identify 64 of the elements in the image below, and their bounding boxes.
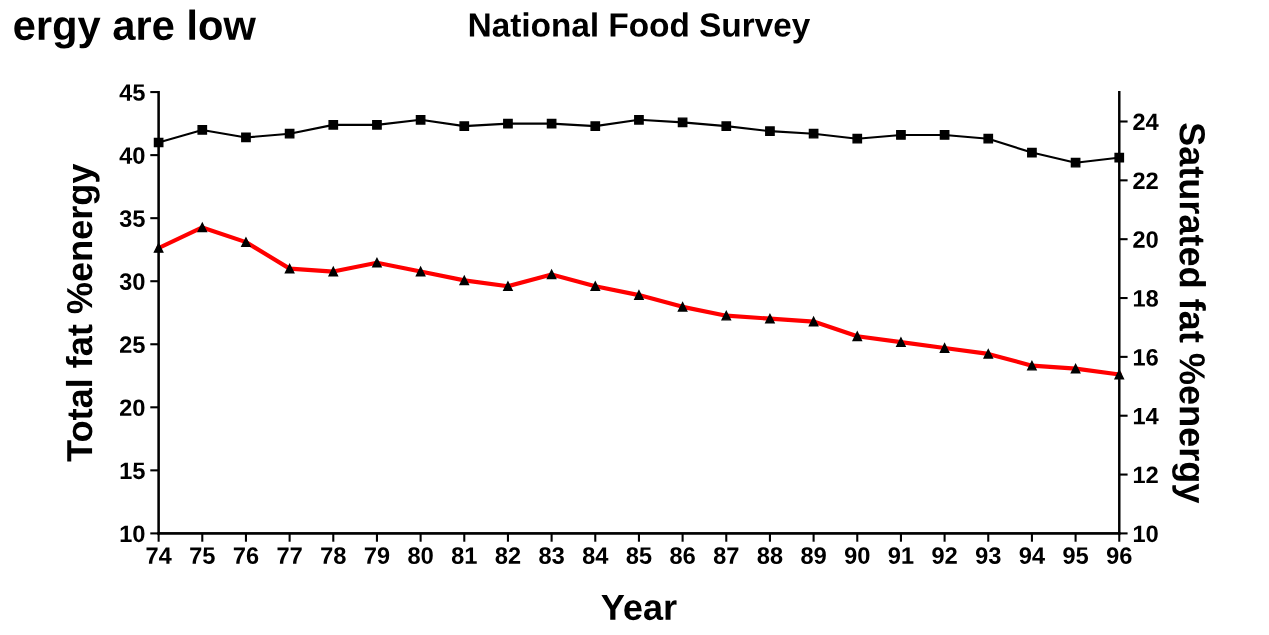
y2-axis-title: Saturated fat %energy xyxy=(1172,123,1206,504)
x-tick-label: 78 xyxy=(321,547,346,564)
point xyxy=(1070,157,1081,168)
point xyxy=(939,130,950,140)
y-axis-title: Total fat %energy xyxy=(65,163,100,462)
x-tick-label: 89 xyxy=(801,547,826,564)
point xyxy=(852,133,863,144)
x-axis-title: Year xyxy=(601,594,677,621)
y-tick-label: 10 xyxy=(120,525,145,543)
y2-tick-label: 14 xyxy=(1133,408,1159,425)
point xyxy=(197,125,208,135)
x-tick-label: 83 xyxy=(539,547,564,564)
x-tick-label: 92 xyxy=(932,547,957,564)
point xyxy=(765,126,775,137)
point xyxy=(241,132,251,143)
x-tick-label: 86 xyxy=(670,547,695,564)
y2-tick-label: 20 xyxy=(1133,231,1158,248)
y-tick-label: 20 xyxy=(119,399,145,417)
x-tick-label: 93 xyxy=(975,547,1001,564)
x-tick-label: 81 xyxy=(451,547,477,564)
x-tick-label: 80 xyxy=(408,547,433,564)
point xyxy=(677,117,688,128)
text: ergy are low xyxy=(14,9,256,49)
y-tick-label: 35 xyxy=(119,210,145,227)
point xyxy=(808,128,819,139)
x-tick-label: 74 xyxy=(146,547,172,564)
chart-title: National Food Survey xyxy=(469,12,811,44)
x-tick-label: 94 xyxy=(1019,547,1045,564)
point xyxy=(1027,147,1037,158)
point xyxy=(415,114,426,125)
y-tick-label: 40 xyxy=(119,147,145,164)
x-tick-label: 82 xyxy=(495,547,521,564)
x-tick-label: 87 xyxy=(713,547,739,564)
point xyxy=(503,118,513,129)
x-tick-label: 79 xyxy=(364,547,390,564)
y2-tick-label: 22 xyxy=(1133,172,1158,189)
point xyxy=(284,128,295,139)
y-tick-label: 30 xyxy=(119,273,145,291)
x-tick-label: 96 xyxy=(1106,547,1132,564)
y-tick-label: 25 xyxy=(119,336,145,354)
x-tick-label: 88 xyxy=(757,547,783,564)
point xyxy=(634,114,644,125)
x-tick-label: 77 xyxy=(277,547,302,564)
y2-tick-label: 24 xyxy=(1133,113,1159,131)
y2-tick-label: 16 xyxy=(1133,348,1158,366)
y-tick-label: 45 xyxy=(119,84,145,101)
point xyxy=(896,130,906,140)
point xyxy=(328,119,339,130)
y2-tick-label: 12 xyxy=(1133,466,1158,484)
point xyxy=(983,133,994,144)
y2-tick-label: 18 xyxy=(1133,290,1158,307)
x-tick-label: 84 xyxy=(582,547,609,564)
point xyxy=(721,121,732,131)
x-tick-label: 76 xyxy=(233,547,259,564)
x-tick-label: 85 xyxy=(626,547,652,564)
x-tick-label: 95 xyxy=(1063,547,1089,564)
point xyxy=(590,121,601,131)
point xyxy=(459,121,470,131)
x-tick-label: 75 xyxy=(190,547,215,564)
x-tick-label: 91 xyxy=(888,547,914,564)
point xyxy=(372,119,382,130)
y-tick-label: 15 xyxy=(120,462,145,480)
x-tick-label: 90 xyxy=(844,547,870,564)
y2-tick-label: 10 xyxy=(1133,525,1158,543)
